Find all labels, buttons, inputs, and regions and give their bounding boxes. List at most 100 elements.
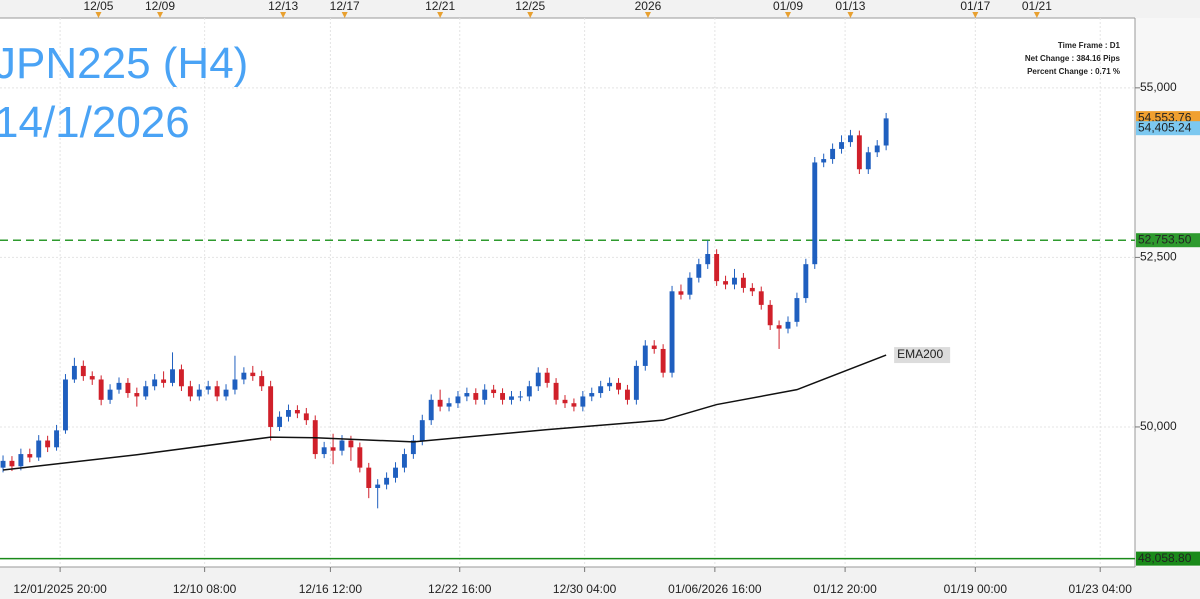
candle-body bbox=[9, 460, 15, 467]
candle-body bbox=[152, 379, 158, 387]
candle-body bbox=[749, 287, 755, 292]
candle-body bbox=[562, 399, 568, 404]
price-label: 54,553.76 bbox=[1138, 110, 1192, 124]
level-label: 48,058.80 bbox=[1138, 551, 1192, 565]
top-tick bbox=[972, 12, 979, 18]
top-tick-label: 12/05 bbox=[83, 0, 113, 13]
top-axis bbox=[0, 0, 1200, 18]
candle-body bbox=[303, 413, 309, 421]
right-axis bbox=[1135, 18, 1200, 567]
candle-body bbox=[205, 386, 211, 390]
x-tick-label: 01/23 04:00 bbox=[1069, 582, 1133, 596]
y-tick-label: 55,000 bbox=[1140, 80, 1177, 94]
candle-body bbox=[616, 382, 621, 390]
candle-body bbox=[125, 382, 131, 394]
candle-body bbox=[294, 409, 300, 414]
candle-body bbox=[776, 325, 782, 329]
candle-body bbox=[27, 454, 33, 458]
candle-body bbox=[393, 467, 398, 478]
plot bbox=[0, 18, 1135, 567]
info-text: Time Frame : D1 bbox=[1058, 41, 1121, 50]
candle-body bbox=[830, 148, 836, 160]
candle-body bbox=[785, 321, 791, 329]
candle-body bbox=[794, 298, 800, 322]
x-tick-label: 01/12 20:00 bbox=[813, 582, 877, 596]
candle-body bbox=[598, 386, 604, 394]
candle-body bbox=[357, 447, 363, 468]
y-tick-label: 52,500 bbox=[1140, 250, 1177, 264]
candle-body bbox=[723, 281, 729, 285]
top-tick bbox=[341, 12, 348, 18]
top-tick bbox=[847, 12, 854, 18]
candle-body bbox=[321, 447, 327, 455]
candle-body bbox=[526, 386, 532, 397]
top-tick-label: 12/13 bbox=[268, 0, 298, 13]
candle-body bbox=[847, 135, 853, 143]
candle-body bbox=[384, 477, 390, 485]
candle-body bbox=[874, 145, 880, 153]
candle-body bbox=[500, 393, 506, 400]
top-tick bbox=[157, 12, 164, 18]
info-text: Percent Change : 0.71 % bbox=[1027, 67, 1120, 76]
bottom-axis bbox=[0, 567, 1200, 599]
candle-body bbox=[812, 162, 818, 265]
candle-body bbox=[419, 420, 425, 441]
candle-body bbox=[660, 348, 666, 373]
top-tick-label: 12/25 bbox=[515, 0, 545, 13]
candle-body bbox=[71, 365, 77, 380]
top-tick-label: 2026 bbox=[635, 0, 662, 13]
ema-label: EMA200 bbox=[897, 347, 943, 361]
candle-body bbox=[839, 142, 844, 149]
top-tick-label: 01/13 bbox=[835, 0, 865, 13]
subtitle: 14/1/2026 bbox=[0, 98, 190, 147]
candle-body bbox=[553, 382, 559, 400]
candle-body bbox=[856, 135, 862, 170]
candle-body bbox=[651, 345, 657, 349]
candle-body bbox=[607, 382, 613, 387]
top-tick bbox=[437, 12, 444, 18]
candle-body bbox=[410, 440, 416, 455]
level-tag bbox=[1136, 551, 1200, 566]
top-tick bbox=[95, 12, 102, 18]
candle-body bbox=[509, 396, 514, 400]
candle-body bbox=[740, 277, 746, 288]
ema-tag bbox=[894, 347, 951, 364]
candle-body bbox=[277, 416, 283, 427]
top-tick-label: 01/21 bbox=[1022, 0, 1052, 13]
top-tick bbox=[1033, 12, 1040, 18]
candle-body bbox=[535, 372, 541, 387]
candle-body bbox=[80, 365, 86, 377]
candle-body bbox=[580, 396, 586, 407]
candle-body bbox=[18, 454, 24, 467]
candle-body bbox=[633, 365, 639, 400]
candle-body bbox=[767, 304, 773, 326]
candle-body bbox=[669, 291, 675, 373]
candle-body bbox=[339, 440, 345, 451]
candle-body bbox=[491, 389, 497, 394]
candle-body bbox=[705, 254, 711, 265]
candle-body bbox=[143, 386, 149, 397]
level-label: 52,753.50 bbox=[1138, 232, 1192, 246]
candle-body bbox=[161, 379, 167, 383]
candle-body bbox=[330, 447, 336, 451]
candle-body bbox=[696, 264, 702, 278]
x-tick-label: 01/19 00:00 bbox=[944, 582, 1008, 596]
candle-body bbox=[232, 379, 238, 390]
info-text: Net Change : 384.16 Pips bbox=[1025, 54, 1121, 63]
candle-body bbox=[571, 403, 577, 407]
candle-body bbox=[437, 399, 443, 407]
candle-body bbox=[170, 369, 175, 383]
candle-body bbox=[366, 467, 372, 488]
candle-body bbox=[865, 152, 871, 170]
top-tick-label: 12/09 bbox=[145, 0, 175, 13]
candle-body bbox=[544, 372, 550, 383]
x-tick-label: 12/10 08:00 bbox=[173, 582, 237, 596]
candle-body bbox=[214, 386, 220, 397]
title: JPN225 (H4) bbox=[0, 39, 248, 88]
candle-body bbox=[116, 382, 122, 390]
candle-body bbox=[89, 376, 95, 380]
x-tick-label: 12/01/2025 20:00 bbox=[13, 582, 107, 596]
candle-body bbox=[446, 403, 452, 407]
candle-body bbox=[758, 291, 764, 305]
